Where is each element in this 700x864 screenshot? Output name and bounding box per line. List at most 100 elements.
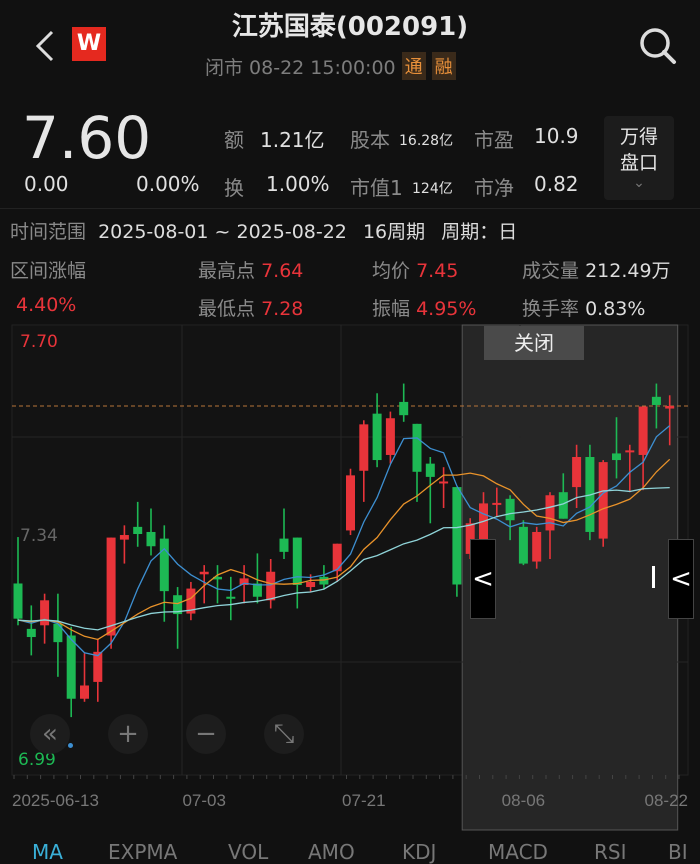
amp-value: 4.95% bbox=[416, 298, 477, 320]
indicator-tab-macd[interactable]: MACD bbox=[488, 840, 548, 864]
wind-logo: W bbox=[72, 27, 106, 61]
market-status: 闭市 08-22 15:00:00 通 融 bbox=[205, 52, 456, 80]
search-icon bbox=[640, 28, 676, 64]
double-chevron-left-icon: « bbox=[42, 719, 58, 749]
high-label: 最高点 bbox=[198, 260, 256, 282]
page-title: 江苏国泰(002091) bbox=[231, 12, 469, 42]
candle-body bbox=[186, 588, 196, 614]
high-value: 7.64 bbox=[261, 260, 304, 282]
candle-body bbox=[505, 498, 515, 521]
candle-body bbox=[53, 623, 63, 643]
search-button[interactable] bbox=[636, 24, 680, 68]
ma20-line bbox=[17, 487, 670, 631]
stat-value-mktcap: 124亿 bbox=[412, 181, 453, 197]
candle-body bbox=[199, 571, 209, 575]
status-text: 闭市 08-22 15:00:00 bbox=[205, 56, 396, 79]
candle-body bbox=[518, 526, 528, 564]
stat-value-turnover: 1.00% bbox=[266, 172, 330, 196]
candle-body bbox=[80, 685, 89, 699]
candle-body bbox=[492, 502, 502, 505]
selection-handle-left[interactable]: < bbox=[470, 539, 496, 619]
indicator-tab-kdj[interactable]: KDJ bbox=[402, 840, 437, 864]
low-label: 最低点 bbox=[198, 298, 256, 320]
candle-body bbox=[638, 406, 648, 455]
indicator-tab-bi[interactable]: BI bbox=[668, 840, 688, 864]
wind-depth-button[interactable]: 万得 盘口 ⌄ bbox=[604, 116, 674, 200]
candle-body bbox=[319, 576, 329, 585]
range-periods: 16周期 bbox=[362, 221, 426, 243]
range-dates: 2025-08-01 ~ 2025-08-22 bbox=[98, 221, 347, 243]
divider bbox=[0, 208, 700, 209]
avg-label: 均价 bbox=[372, 260, 411, 282]
candle-body bbox=[372, 413, 382, 461]
back-button[interactable] bbox=[30, 26, 60, 66]
kline-chart[interactable]: 2025-06-13 07-03 07-21 08-06 08-22 bbox=[0, 322, 700, 832]
turnover-label: 换手率 bbox=[522, 298, 580, 320]
position-dot bbox=[68, 743, 73, 748]
indicator-tab-ma[interactable]: MA bbox=[32, 840, 63, 864]
indicator-tab-vol[interactable]: VOL bbox=[228, 840, 269, 864]
candle-body bbox=[93, 651, 103, 682]
candle-body bbox=[26, 628, 36, 638]
stat-value-pe: 10.9 bbox=[534, 124, 579, 148]
candle-body bbox=[213, 576, 222, 580]
candle-body bbox=[359, 424, 369, 471]
close-selection-button[interactable]: 关闭 bbox=[484, 326, 584, 360]
candle-body bbox=[119, 535, 129, 540]
candle-body bbox=[252, 583, 262, 597]
cursor-bar bbox=[652, 566, 655, 588]
plus-icon: + bbox=[117, 719, 139, 749]
candle-body bbox=[40, 600, 50, 626]
zoom-out-button[interactable]: − bbox=[186, 714, 226, 754]
indicator-tab-expma[interactable]: EXPMA bbox=[108, 840, 178, 864]
candle-body bbox=[66, 635, 76, 699]
chevron-down-icon: ⌄ bbox=[633, 175, 645, 191]
fullscreen-button[interactable]: ⤡ bbox=[264, 714, 304, 754]
low-value: 7.28 bbox=[261, 298, 304, 320]
stat-value-shares: 16.28亿 bbox=[399, 133, 454, 149]
change-label: 区间涨幅 bbox=[10, 260, 87, 282]
volume-value: 212.49万 bbox=[585, 260, 671, 282]
y-label-top: 7.70 bbox=[20, 332, 58, 352]
candle-body bbox=[133, 526, 143, 535]
indicator-tab-rsi[interactable]: RSI bbox=[594, 840, 627, 864]
x-tick-label: 2025-06-13 bbox=[12, 791, 99, 810]
stat-label-pe: 市盈 bbox=[474, 128, 514, 152]
candle-body bbox=[399, 401, 409, 416]
turnover-value: 0.83% bbox=[585, 298, 646, 320]
stat-label-shares: 股本 bbox=[350, 128, 390, 152]
candle-body bbox=[439, 481, 449, 484]
selection-handle-right[interactable]: < bbox=[668, 539, 694, 619]
candle-body bbox=[572, 457, 582, 488]
ma5-line bbox=[17, 425, 671, 657]
candle-body bbox=[239, 578, 249, 586]
scroll-left-button[interactable]: « bbox=[30, 714, 70, 754]
candle-body bbox=[665, 406, 675, 409]
stat-label-turnover: 换 bbox=[224, 176, 244, 200]
candle-body bbox=[452, 487, 462, 585]
volume-label: 成交量 bbox=[522, 260, 580, 282]
candle-body bbox=[612, 453, 621, 461]
range-label: 时间范围 bbox=[10, 221, 87, 243]
range-cycle: 周期：日 bbox=[441, 221, 518, 243]
candle-body bbox=[625, 450, 635, 453]
last-price: 7.60 bbox=[22, 104, 152, 172]
expand-icon: ⤡ bbox=[273, 719, 295, 749]
candle-body bbox=[385, 418, 395, 455]
chevron-left-icon: < bbox=[472, 564, 494, 594]
wind-label-2: 盘口 bbox=[619, 152, 658, 174]
badge-rong: 融 bbox=[431, 52, 456, 80]
indicator-tab-amo[interactable]: AMO bbox=[308, 840, 355, 864]
candle-body bbox=[266, 571, 276, 601]
x-tick-label: 08-06 bbox=[502, 791, 545, 810]
candle-body bbox=[106, 537, 116, 636]
candle-body bbox=[173, 595, 183, 615]
stat-value-pb: 0.82 bbox=[534, 172, 579, 196]
wind-label-1: 万得 bbox=[619, 126, 658, 148]
badge-tong: 通 bbox=[401, 52, 426, 80]
candle-body bbox=[545, 495, 555, 531]
candle-body bbox=[346, 475, 355, 531]
x-tick-label: 07-03 bbox=[182, 791, 225, 810]
candle-body bbox=[226, 596, 236, 599]
zoom-in-button[interactable]: + bbox=[108, 714, 148, 754]
